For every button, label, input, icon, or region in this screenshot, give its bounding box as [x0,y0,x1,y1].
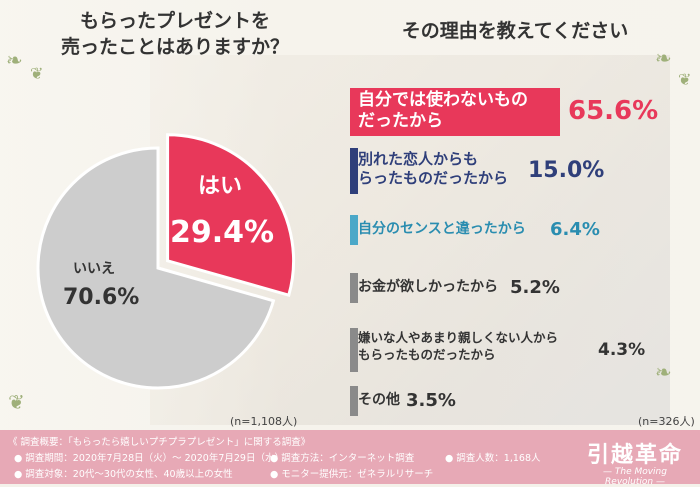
bars-sample-size: (n=326人) [638,415,695,428]
reason-bar-label-line1: お金が欲しかったから [358,279,498,295]
reason-bar [350,148,358,194]
reason-bar-label-line2: らったものだったから [358,169,509,187]
leaf-decoration-icon: ❧ [655,46,672,70]
leaf-decoration-icon: ❧ [655,360,672,384]
survey-target: ● 調査対象：20代～30代の女性、40歳以上の女性 [14,469,233,480]
pie-yes-label: はい [198,174,242,199]
reason-bar-value: 65.6% [568,96,659,127]
reason-bar-label-line1: 嫌いな人やあまり親しくない人から [358,330,559,345]
reason-bar-value: 5.2% [510,277,560,299]
reason-bar-row: 嫌いな人やあまり親しくない人から もらったものだったから 4.3% [350,328,680,372]
pie-no-value: 70.6% [63,285,139,310]
survey-method: ● 調査方法：インターネット調査 [270,453,415,464]
reason-bar-label: 自分のセンスと違ったから [358,220,526,238]
reason-bar-row: その他 3.5% [350,386,680,416]
bar-question: その理由を教えてください [401,20,629,42]
pie-question-line1: もらったプレゼントを [79,10,270,32]
reason-bar-label-line2: だったから [358,111,443,131]
reason-bar-label-line1: その他 [358,392,400,408]
survey-period: ● 調査期間：2020年7月28日（火）～ 2020年7月29日（水） [14,453,284,464]
brand-logo-tagline: — The Moving Revolution — [603,467,667,487]
leaf-decoration-icon: ❦ [678,70,692,89]
reason-bar-label: お金が欲しかったから [358,278,498,296]
reason-bar [350,328,358,372]
reason-bar [350,215,358,245]
reason-bar-value: 6.4% [550,219,600,241]
reason-bar-row: 別れた恋人からも らったものだったから 15.0% [350,148,680,194]
reason-bar-row: お金が欲しかったから 5.2% [350,273,680,303]
reason-bar-chart: 自分では使わないもの だったから 65.6% 別れた恋人からも らったものだったから 15… [350,88,680,418]
reason-bar-label: 嫌いな人やあまり親しくない人から もらったものだったから [358,330,558,363]
leaf-decoration-icon: ❦ [8,390,25,414]
reason-bar-label: その他 [358,391,400,409]
reason-bar-label-line2: もらったものだったから [358,346,496,362]
reason-bar-label-line1: 別れた恋人からも [358,150,479,168]
reason-bar-row: 自分では使わないもの だったから 65.6% [350,88,680,136]
reason-bar-label-line1: 自分では使わないもの [358,90,528,110]
reason-bar-value: 3.5% [406,390,456,412]
reason-bar [350,88,560,136]
survey-summary: 《 調査概要：「もらったら嬉しいプチプラプレゼント」に関する調査》 [8,437,311,448]
reason-bar-label: 自分では使わないもの だったから [358,90,528,132]
survey-footer: 《 調査概要：「もらったら嬉しいプチプラプレゼント」に関する調査》 ● 調査期間… [0,430,700,484]
pie-chart: はい 29.4% いいえ 70.6% [36,133,296,390]
pie-slice-no [36,146,276,390]
pie-question-line2: 売ったことはありますか？ [60,36,289,58]
pie-yes-value: 29.4% [170,215,274,250]
pie-slice-yes [166,133,296,298]
reason-bar-row: 自分のセンスと違ったから 6.4% [350,215,680,245]
reason-bar-label: 別れた恋人からも らったものだったから [358,150,508,188]
leaf-decoration-icon: ❦ [30,64,44,83]
leaf-decoration-icon: ❧ [6,48,23,72]
reason-bar-value: 15.0% [528,157,605,183]
survey-count: ● 調査人数：1,168人 [445,453,541,464]
pie-sample-size: (n=1,108人) [230,415,298,428]
pie-question: もらったプレゼントを 売ったことはありますか？ [55,8,295,60]
survey-provider: ● モニター提供元：ゼネラルリサーチ [270,469,434,480]
pie-no-label: いいえ [73,261,115,277]
reason-bar [350,273,358,303]
brand-logo: 引越革命 — The Moving Revolution — [580,437,690,487]
brand-logo-text: 引越革命 [586,443,683,468]
reason-bar-value: 4.3% [598,339,646,360]
reason-bar [350,386,358,416]
reason-bar-label-line1: 自分のセンスと違ったから [358,221,526,237]
